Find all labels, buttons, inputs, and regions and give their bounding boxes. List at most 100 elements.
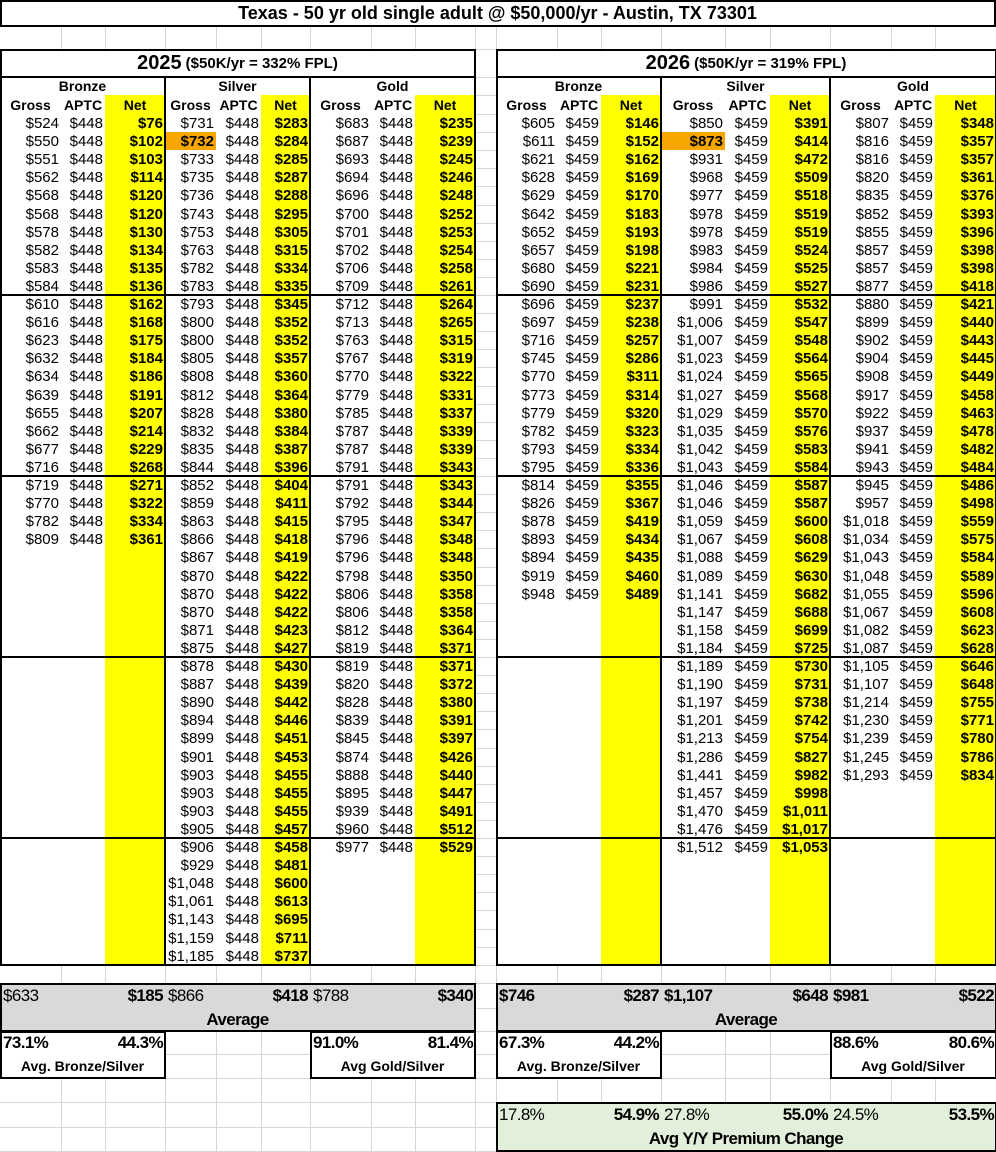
grid-cell[interactable] <box>770 965 831 984</box>
grid-cell[interactable] <box>475 295 497 314</box>
grid-cell[interactable] <box>105 26 166 50</box>
grid-cell[interactable] <box>475 458 497 477</box>
grid-cell[interactable] <box>661 26 726 50</box>
grid-cell[interactable] <box>415 1078 476 1103</box>
grid-cell[interactable] <box>0 1127 62 1152</box>
grid-cell[interactable] <box>216 1031 262 1055</box>
grid-cell[interactable] <box>475 621 497 640</box>
grid-cell[interactable] <box>475 168 497 187</box>
grid-cell[interactable] <box>770 26 831 50</box>
grid-cell[interactable] <box>216 1054 262 1079</box>
grid-cell[interactable] <box>261 1031 311 1055</box>
grid-cell[interactable] <box>475 205 497 224</box>
grid-cell[interactable] <box>475 657 497 676</box>
grid-cell[interactable] <box>165 1054 217 1079</box>
grid-cell[interactable] <box>475 367 497 387</box>
grid-cell[interactable] <box>601 965 662 984</box>
grid-cell[interactable] <box>475 965 497 984</box>
grid-cell[interactable] <box>261 965 311 984</box>
grid-cell[interactable] <box>725 26 771 50</box>
grid-cell[interactable] <box>725 1078 771 1103</box>
grid-cell[interactable] <box>165 1127 217 1152</box>
grid-cell[interactable] <box>770 1078 831 1103</box>
grid-cell[interactable] <box>725 1054 771 1079</box>
grid-cell[interactable] <box>496 1078 558 1103</box>
grid-cell[interactable] <box>415 1102 476 1128</box>
grid-cell[interactable] <box>310 965 372 984</box>
grid-cell[interactable] <box>475 440 497 459</box>
grid-cell[interactable] <box>661 1054 726 1079</box>
grid-cell[interactable] <box>475 838 497 857</box>
grid-cell[interactable] <box>475 313 497 332</box>
grid-cell[interactable] <box>725 965 771 984</box>
grid-cell[interactable] <box>661 1078 726 1103</box>
grid-cell[interactable] <box>415 965 476 984</box>
grid-cell[interactable] <box>475 711 497 730</box>
grid-cell[interactable] <box>475 603 497 622</box>
grid-cell[interactable] <box>310 1078 372 1103</box>
grid-cell[interactable] <box>475 929 497 948</box>
grid-cell[interactable] <box>830 26 892 50</box>
grid-cell[interactable] <box>935 1078 996 1103</box>
grid-cell[interactable] <box>61 1127 106 1152</box>
grid-cell[interactable] <box>475 1008 497 1032</box>
grid-cell[interactable] <box>261 1054 311 1079</box>
grid-cell[interactable] <box>475 1054 497 1079</box>
grid-cell[interactable] <box>601 26 662 50</box>
grid-cell[interactable] <box>310 1102 372 1128</box>
grid-cell[interactable] <box>557 26 602 50</box>
grid-cell[interactable] <box>105 1127 166 1152</box>
grid-cell[interactable] <box>165 1102 217 1128</box>
grid-cell[interactable] <box>601 1078 662 1103</box>
grid-cell[interactable] <box>475 729 497 749</box>
grid-cell[interactable] <box>475 386 497 405</box>
grid-cell[interactable] <box>891 1078 936 1103</box>
grid-cell[interactable] <box>310 26 372 50</box>
grid-cell[interactable] <box>475 132 497 151</box>
grid-cell[interactable] <box>475 1102 497 1128</box>
grid-cell[interactable] <box>216 965 262 984</box>
grid-cell[interactable] <box>475 567 497 586</box>
grid-cell[interactable] <box>371 965 416 984</box>
grid-cell[interactable] <box>475 331 497 350</box>
grid-cell[interactable] <box>261 1127 311 1152</box>
grid-cell[interactable] <box>475 856 497 875</box>
grid-cell[interactable] <box>475 820 497 839</box>
grid-cell[interactable] <box>661 965 726 984</box>
grid-cell[interactable] <box>61 965 106 984</box>
grid-cell[interactable] <box>475 259 497 278</box>
grid-cell[interactable] <box>725 1031 771 1055</box>
grid-cell[interactable] <box>770 1031 831 1055</box>
grid-cell[interactable] <box>415 26 476 50</box>
grid-cell[interactable] <box>475 223 497 242</box>
grid-cell[interactable] <box>475 512 497 531</box>
grid-cell[interactable] <box>0 1078 62 1103</box>
grid-cell[interactable] <box>475 530 497 549</box>
grid-cell[interactable] <box>216 26 262 50</box>
grid-cell[interactable] <box>61 26 106 50</box>
grid-cell[interactable] <box>105 1078 166 1103</box>
grid-cell[interactable] <box>310 1127 372 1152</box>
grid-cell[interactable] <box>475 947 497 966</box>
grid-cell[interactable] <box>475 241 497 260</box>
grid-cell[interactable] <box>0 1102 62 1128</box>
grid-cell[interactable] <box>0 26 62 50</box>
grid-cell[interactable] <box>61 1078 106 1103</box>
grid-cell[interactable] <box>475 49 497 78</box>
grid-cell[interactable] <box>0 965 62 984</box>
grid-cell[interactable] <box>216 1127 262 1152</box>
grid-cell[interactable] <box>830 965 892 984</box>
grid-cell[interactable] <box>61 1102 106 1128</box>
grid-cell[interactable] <box>371 26 416 50</box>
grid-cell[interactable] <box>475 892 497 911</box>
grid-cell[interactable] <box>557 1078 602 1103</box>
grid-cell[interactable] <box>557 965 602 984</box>
grid-cell[interactable] <box>475 784 497 803</box>
grid-cell[interactable] <box>475 422 497 441</box>
grid-cell[interactable] <box>475 1078 497 1103</box>
grid-cell[interactable] <box>475 1031 497 1055</box>
grid-cell[interactable] <box>165 1031 217 1055</box>
grid-cell[interactable] <box>216 1102 262 1128</box>
grid-cell[interactable] <box>475 874 497 893</box>
grid-cell[interactable] <box>475 494 497 513</box>
